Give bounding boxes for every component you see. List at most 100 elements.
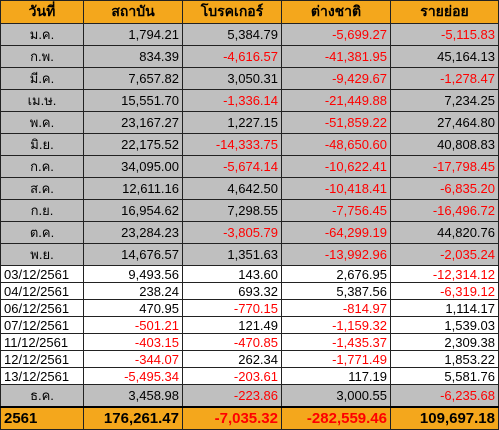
broker-value-cell[interactable]: 3,050.31 (182, 67, 282, 90)
broker-value-cell[interactable]: 7,298.55 (182, 199, 282, 222)
header-institution[interactable]: สถาบัน (83, 0, 183, 24)
period-cell[interactable]: พ.ค. (0, 111, 84, 134)
total-retail-cell[interactable]: 109,697.18 (390, 406, 499, 430)
institution-value-cell[interactable]: 16,954.62 (83, 199, 183, 222)
header-date[interactable]: วันที่ (0, 0, 84, 24)
broker-value-cell[interactable]: 693.32 (182, 282, 282, 300)
institution-value-cell[interactable]: 14,676.57 (83, 243, 183, 266)
broker-value-cell[interactable]: 262.34 (182, 350, 282, 368)
period-cell[interactable]: 04/12/2561 (0, 282, 84, 300)
institution-value-cell[interactable]: -403.15 (83, 333, 183, 351)
institution-value-cell[interactable]: 23,167.27 (83, 111, 183, 134)
broker-value-cell[interactable]: 1,351.63 (182, 243, 282, 266)
broker-value-cell[interactable]: -203.61 (182, 367, 282, 385)
retail-value-cell[interactable]: 45,164.13 (390, 45, 499, 68)
institution-value-cell[interactable]: -344.07 (83, 350, 183, 368)
total-foreign-cell[interactable]: -282,559.46 (281, 406, 391, 430)
retail-value-cell[interactable]: 1,539.03 (390, 316, 499, 334)
broker-value-cell[interactable]: -223.86 (182, 384, 282, 408)
period-cell[interactable]: ก.ค. (0, 155, 84, 178)
retail-value-cell[interactable]: 7,234.25 (390, 89, 499, 112)
foreign-value-cell[interactable]: -1,159.32 (281, 316, 391, 334)
period-cell[interactable]: 06/12/2561 (0, 299, 84, 317)
institution-value-cell[interactable]: 834.39 (83, 45, 183, 68)
period-cell[interactable]: พ.ย. (0, 243, 84, 266)
period-cell[interactable]: 07/12/2561 (0, 316, 84, 334)
broker-value-cell[interactable]: -470.85 (182, 333, 282, 351)
foreign-value-cell[interactable]: -1,771.49 (281, 350, 391, 368)
retail-value-cell[interactable]: -6,319.12 (390, 282, 499, 300)
period-cell[interactable]: ม.ค. (0, 23, 84, 46)
institution-value-cell[interactable]: 22,175.52 (83, 133, 183, 156)
foreign-value-cell[interactable]: 5,387.56 (281, 282, 391, 300)
total-period-cell[interactable]: 2561 (0, 406, 84, 430)
institution-value-cell[interactable]: 15,551.70 (83, 89, 183, 112)
foreign-value-cell[interactable]: 2,676.95 (281, 265, 391, 283)
period-cell[interactable]: ต.ค. (0, 221, 84, 244)
period-cell[interactable]: ก.ย. (0, 199, 84, 222)
institution-value-cell[interactable]: 1,794.21 (83, 23, 183, 46)
foreign-value-cell[interactable]: -9,429.67 (281, 67, 391, 90)
broker-value-cell[interactable]: 4,642.50 (182, 177, 282, 200)
retail-value-cell[interactable]: -16,496.72 (390, 199, 499, 222)
header-retail[interactable]: รายย่อย (390, 0, 499, 24)
foreign-value-cell[interactable]: -13,992.96 (281, 243, 391, 266)
foreign-value-cell[interactable]: -1,435.37 (281, 333, 391, 351)
broker-value-cell[interactable]: -3,805.79 (182, 221, 282, 244)
foreign-value-cell[interactable]: -10,418.41 (281, 177, 391, 200)
institution-value-cell[interactable]: 470.95 (83, 299, 183, 317)
period-cell[interactable]: มิ.ย. (0, 133, 84, 156)
period-cell[interactable]: 12/12/2561 (0, 350, 84, 368)
period-cell[interactable]: ก.พ. (0, 45, 84, 68)
institution-value-cell[interactable]: -501.21 (83, 316, 183, 334)
retail-value-cell[interactable]: -17,798.45 (390, 155, 499, 178)
foreign-value-cell[interactable]: -41,381.95 (281, 45, 391, 68)
foreign-value-cell[interactable]: 117.19 (281, 367, 391, 385)
retail-value-cell[interactable]: -6,235.68 (390, 384, 499, 408)
broker-value-cell[interactable]: 143.60 (182, 265, 282, 283)
retail-value-cell[interactable]: -2,035.24 (390, 243, 499, 266)
broker-value-cell[interactable]: -770.15 (182, 299, 282, 317)
foreign-value-cell[interactable]: -21,449.88 (281, 89, 391, 112)
foreign-value-cell[interactable]: -5,699.27 (281, 23, 391, 46)
institution-value-cell[interactable]: 238.24 (83, 282, 183, 300)
foreign-value-cell[interactable]: -64,299.19 (281, 221, 391, 244)
broker-value-cell[interactable]: 5,384.79 (182, 23, 282, 46)
period-cell[interactable]: เม.ษ. (0, 89, 84, 112)
retail-value-cell[interactable]: -5,115.83 (390, 23, 499, 46)
period-cell[interactable]: มี.ค. (0, 67, 84, 90)
broker-value-cell[interactable]: 121.49 (182, 316, 282, 334)
foreign-value-cell[interactable]: -814.97 (281, 299, 391, 317)
period-cell[interactable]: 03/12/2561 (0, 265, 84, 283)
institution-value-cell[interactable]: 3,458.98 (83, 384, 183, 408)
header-broker[interactable]: โบรคเกอร์ (182, 0, 282, 24)
institution-value-cell[interactable]: -5,495.34 (83, 367, 183, 385)
foreign-value-cell[interactable]: -10,622.41 (281, 155, 391, 178)
foreign-value-cell[interactable]: 3,000.55 (281, 384, 391, 408)
retail-value-cell[interactable]: 2,309.38 (390, 333, 499, 351)
period-cell[interactable]: 13/12/2561 (0, 367, 84, 385)
institution-value-cell[interactable]: 12,611.16 (83, 177, 183, 200)
broker-value-cell[interactable]: -4,616.57 (182, 45, 282, 68)
retail-value-cell[interactable]: 1,114.17 (390, 299, 499, 317)
retail-value-cell[interactable]: 27,464.80 (390, 111, 499, 134)
institution-value-cell[interactable]: 34,095.00 (83, 155, 183, 178)
broker-value-cell[interactable]: -5,674.14 (182, 155, 282, 178)
retail-value-cell[interactable]: 1,853.22 (390, 350, 499, 368)
period-cell[interactable]: ส.ค. (0, 177, 84, 200)
institution-value-cell[interactable]: 7,657.82 (83, 67, 183, 90)
foreign-value-cell[interactable]: -48,650.60 (281, 133, 391, 156)
retail-value-cell[interactable]: -1,278.47 (390, 67, 499, 90)
total-institution-cell[interactable]: 176,261.47 (83, 406, 183, 430)
foreign-value-cell[interactable]: -51,859.22 (281, 111, 391, 134)
foreign-value-cell[interactable]: -7,756.45 (281, 199, 391, 222)
retail-value-cell[interactable]: 44,820.76 (390, 221, 499, 244)
broker-value-cell[interactable]: 1,227.15 (182, 111, 282, 134)
header-foreign[interactable]: ต่างชาติ (281, 0, 391, 24)
broker-value-cell[interactable]: -1,336.14 (182, 89, 282, 112)
period-cell[interactable]: 11/12/2561 (0, 333, 84, 351)
retail-value-cell[interactable]: 40,808.83 (390, 133, 499, 156)
broker-value-cell[interactable]: -14,333.75 (182, 133, 282, 156)
retail-value-cell[interactable]: 5,581.76 (390, 367, 499, 385)
period-cell[interactable]: ธ.ค. (0, 384, 84, 408)
